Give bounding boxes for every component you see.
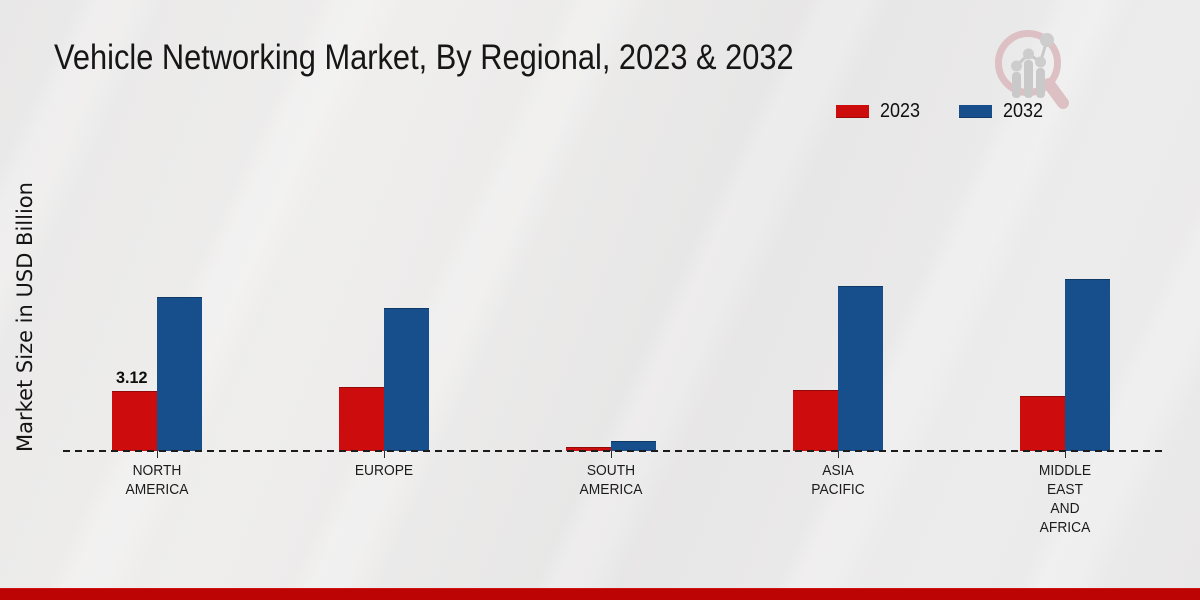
magnifier-growth-chart-icon xyxy=(995,30,1069,109)
x-axis-tick-europe xyxy=(384,451,385,458)
data-label-2023-north-america: 3.12 xyxy=(116,368,148,387)
legend-item-2023: 2023 xyxy=(836,100,925,123)
legend-label-2032: 2032 xyxy=(1002,100,1043,122)
category-label-north-america: NORTH AMERICA xyxy=(125,462,189,498)
x-axis-baseline xyxy=(63,450,1163,452)
x-axis-tick-middle-east-and-africa xyxy=(1065,451,1066,458)
legend-swatch-2032 xyxy=(958,105,992,118)
bar-2023-europe xyxy=(339,387,384,451)
bar-2032-asia-pacific xyxy=(838,286,883,451)
legend-item-2032: 2032 xyxy=(958,100,1048,123)
x-axis-tick-north-america xyxy=(157,451,158,458)
bar-2023-south-america xyxy=(566,447,611,451)
category-label-europe: EUROPE xyxy=(354,462,414,479)
x-axis-tick-south-america xyxy=(611,451,612,458)
bar-2032-south-america xyxy=(611,441,656,451)
bar-2032-middle-east-and-africa xyxy=(1065,279,1110,451)
legend-label-2023: 2023 xyxy=(880,100,921,122)
bar-2032-europe xyxy=(384,308,429,451)
legend-swatch-2023 xyxy=(836,105,869,118)
category-label-middle-east-and-africa: MIDDLE EAST AND AFRICA xyxy=(1038,462,1092,536)
bar-2023-middle-east-and-africa xyxy=(1020,396,1065,451)
bar-2023-asia-pacific xyxy=(793,390,838,451)
legend: 2023 2032 xyxy=(836,100,1047,123)
category-label-south-america: SOUTH AMERICA xyxy=(579,462,643,498)
x-axis-tick-asia-pacific xyxy=(838,451,839,458)
category-label-asia-pacific: ASIA PACIFIC xyxy=(811,462,865,498)
chart-title: Vehicle Networking Market, By Regional, … xyxy=(54,38,794,77)
bar-2032-north-america xyxy=(157,297,202,451)
footer-red-bar xyxy=(0,588,1200,600)
bar-2023-north-america xyxy=(112,391,157,451)
